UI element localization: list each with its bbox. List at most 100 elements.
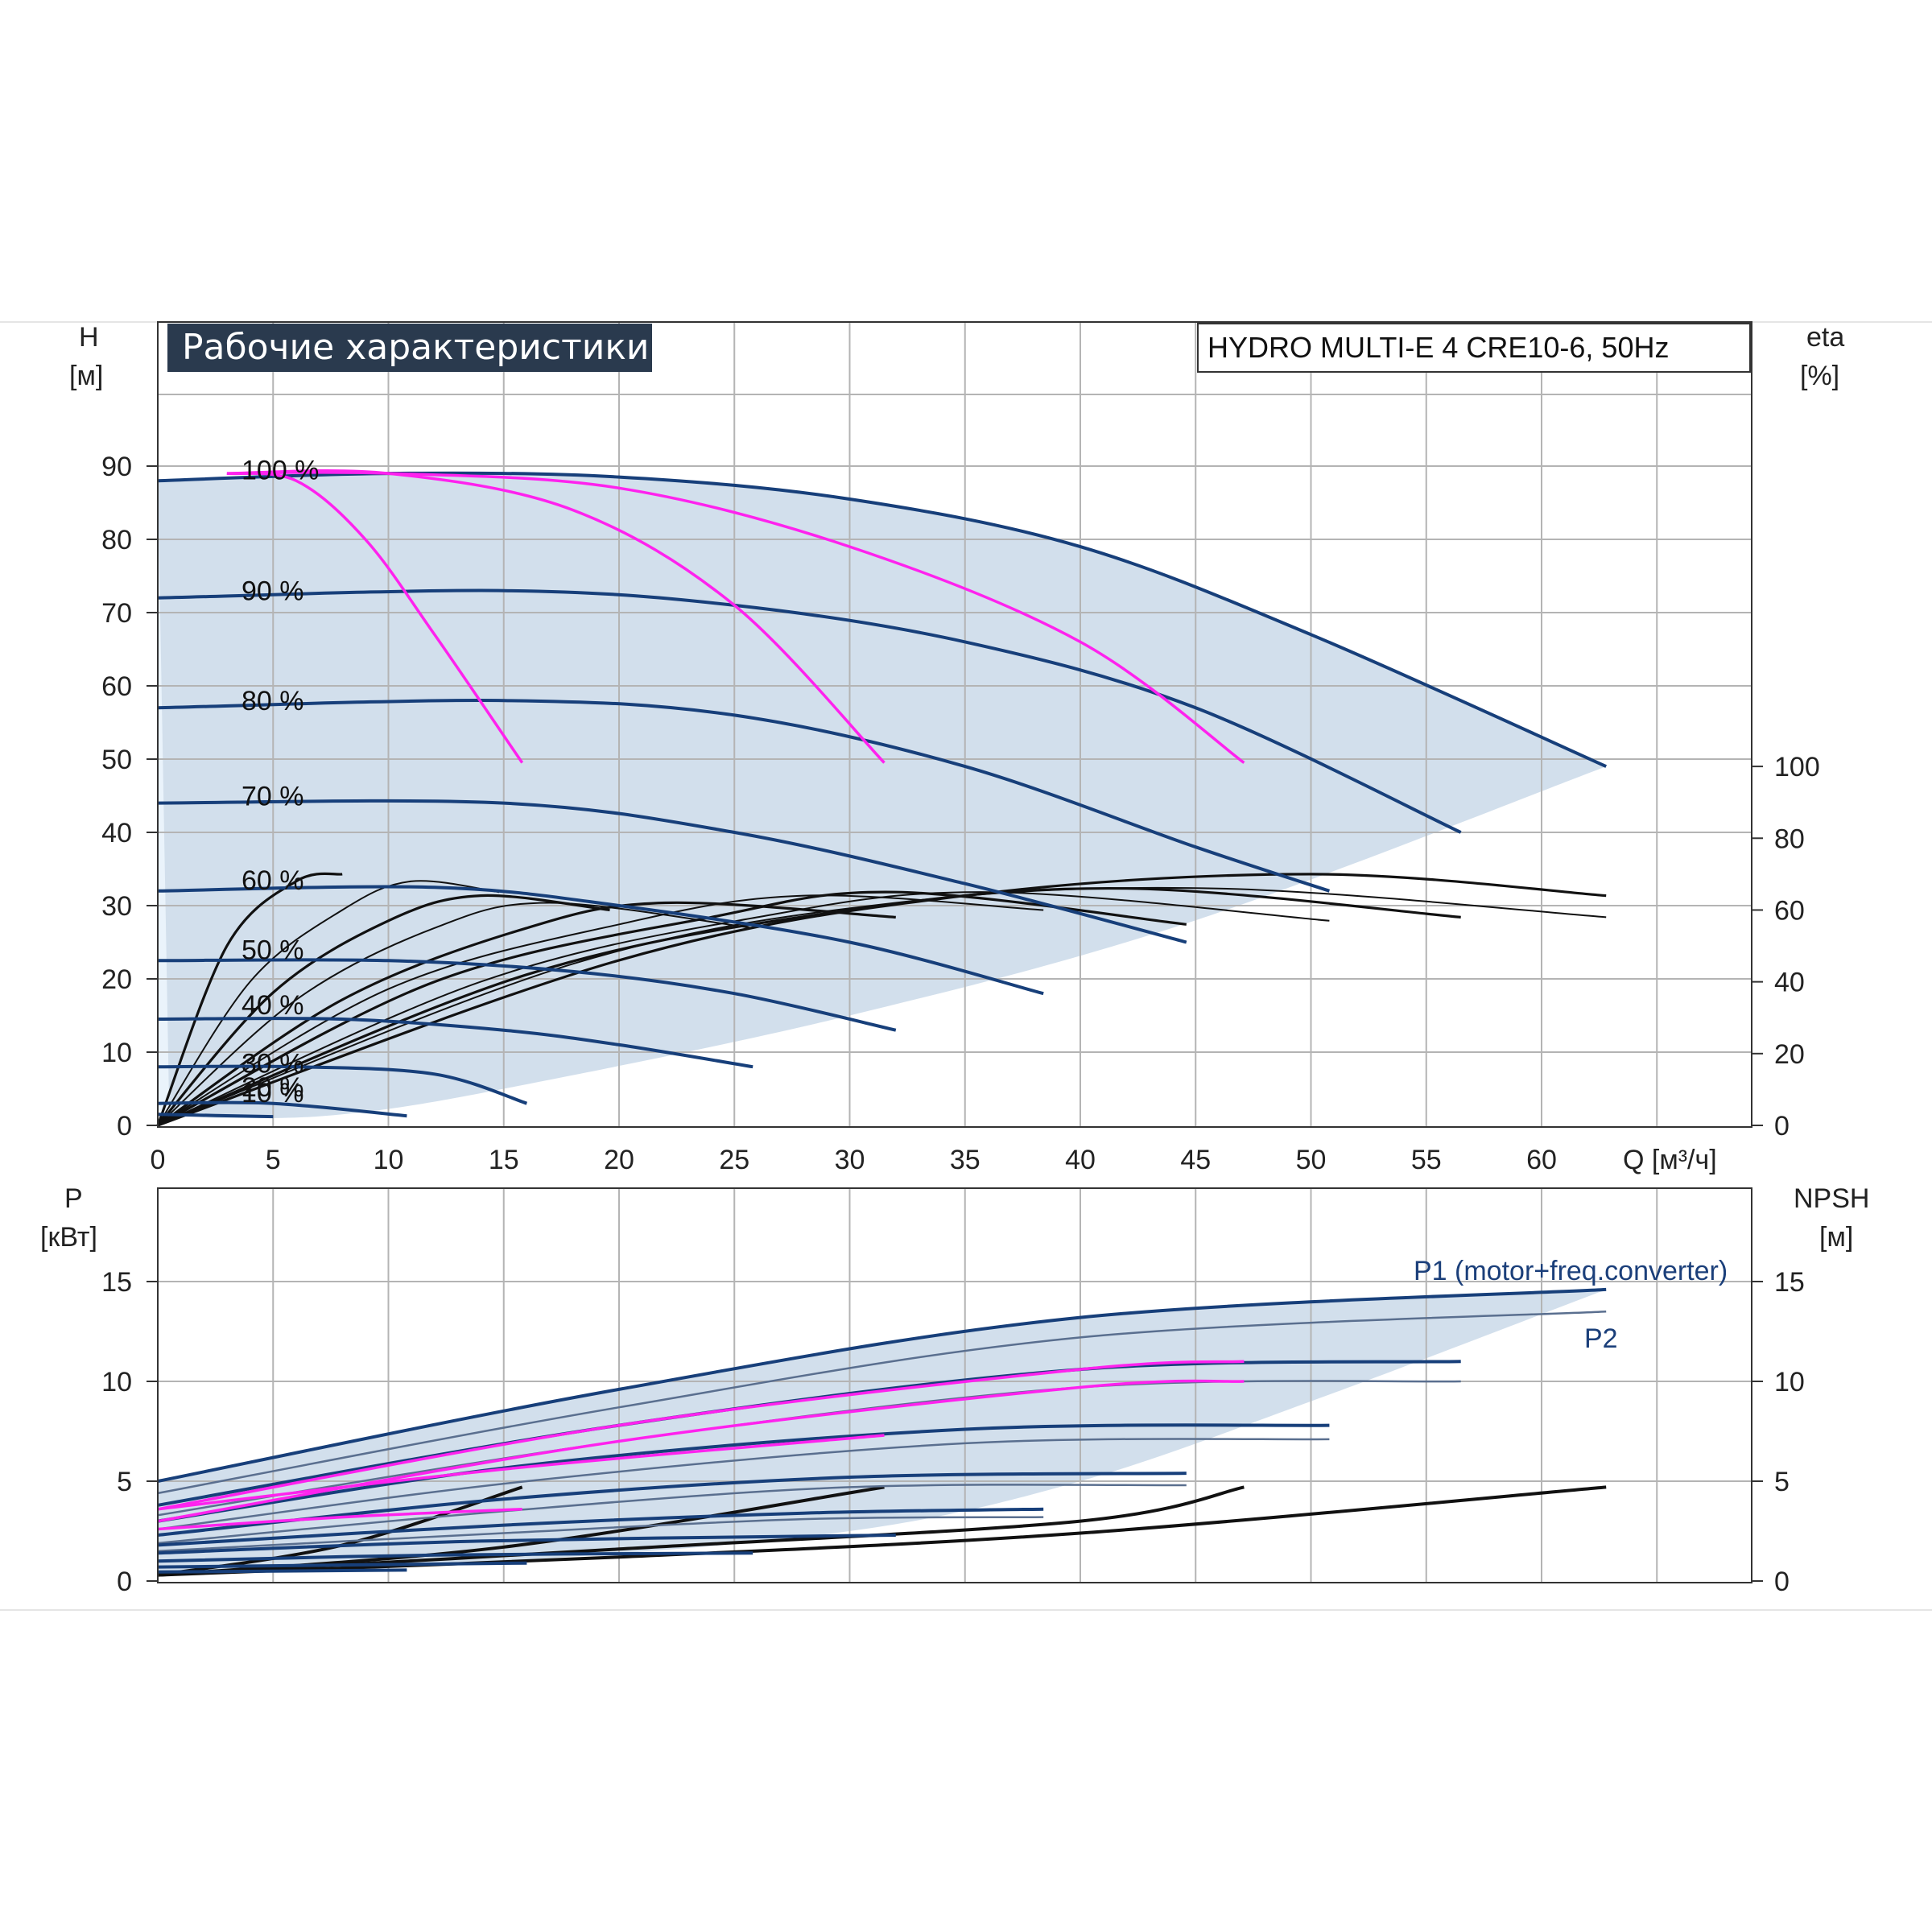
q-tick-label: 55 <box>1411 1145 1442 1175</box>
p1-series-label: P1 (motor+freq.converter) <box>1414 1256 1728 1286</box>
eta-tick-label: 80 <box>1774 824 1805 854</box>
qh-curve <box>157 1017 753 1069</box>
qh-curve <box>157 1064 528 1105</box>
h-tick-label: 90 <box>101 452 132 482</box>
p2-curve <box>157 1310 1607 1495</box>
efficiency-curve <box>157 901 896 1127</box>
p-tick-label: 5 <box>117 1467 132 1497</box>
eta-axis-title-line2: [%] <box>1800 361 1839 391</box>
efficiency-curve <box>157 886 1607 1126</box>
efficiency-curve <box>157 873 1607 1127</box>
operating-area <box>158 473 1607 1119</box>
p1-curve <box>157 1568 407 1574</box>
q-tick-label: 10 <box>374 1145 404 1175</box>
efficiency-curve <box>157 894 1044 1126</box>
q-tick-label: 0 <box>151 1145 166 1175</box>
qh-plot-frame <box>157 321 1752 1128</box>
p2-series-label: P2 <box>1584 1323 1618 1354</box>
system-power-curve <box>157 1507 522 1531</box>
p-axis-title-line1: P <box>64 1183 83 1214</box>
q-tick-label: 45 <box>1180 1145 1211 1175</box>
p-tick-label: 10 <box>101 1367 132 1397</box>
speed-label: 70 % <box>242 782 304 812</box>
system-curve <box>226 471 1245 764</box>
h-tick-label: 70 <box>101 598 132 629</box>
q-tick-label: 30 <box>835 1145 865 1175</box>
q-tick-label: 5 <box>266 1145 281 1175</box>
speed-labels: 100 % 90 % 80 % 70 % 60 % 50 % 40 % 30 %20 %10 … <box>242 456 319 1109</box>
power-tick-labels: 0 5 10 15 0 5 10 15 <box>101 1267 1805 1597</box>
system-power-curve <box>157 1434 885 1511</box>
npsh-tick-label: 5 <box>1774 1467 1790 1497</box>
q-tick-label: 60 <box>1526 1145 1557 1175</box>
p1-curve <box>157 1507 1044 1547</box>
p2-curve <box>157 1484 1187 1545</box>
qh-curve <box>157 1113 274 1119</box>
speed-label: 50 % <box>242 935 304 966</box>
h-tick-label: 20 <box>101 964 132 995</box>
system-curve <box>226 472 524 764</box>
q-tick-label: 35 <box>950 1145 980 1175</box>
q-tick-label: 40 <box>1065 1145 1096 1175</box>
h-axis-title-line1: H <box>79 322 99 353</box>
h-tick-label: 0 <box>117 1111 132 1141</box>
npsh-axis-title-line2: [м] <box>1819 1222 1853 1253</box>
p-tick-label: 15 <box>101 1267 132 1298</box>
p-axis-title-line2: [кВт] <box>40 1222 97 1253</box>
h-tick-label: 30 <box>101 891 132 922</box>
system-power-curve <box>157 1379 1245 1523</box>
qh-curve <box>157 958 897 1032</box>
eta-tick-label: 60 <box>1774 895 1805 926</box>
qh-curve <box>157 799 1187 944</box>
system-curves <box>226 469 1245 764</box>
npsh-curve <box>157 1485 885 1577</box>
qh-curve <box>157 1100 407 1118</box>
npsh-curve <box>157 1485 1607 1577</box>
eta-tick-label: 20 <box>1774 1039 1805 1070</box>
qh-curve <box>157 699 1331 893</box>
speed-label: 90 % <box>242 576 304 607</box>
qh-chart: Рабочие характеристики HYDRO MULTI-E 4 C… <box>69 321 1844 1175</box>
eta-tick-label: 100 <box>1774 752 1820 782</box>
speed-label: 80 % <box>242 686 304 716</box>
p-tick-label: 0 <box>117 1567 132 1597</box>
p1-curve <box>157 1551 753 1563</box>
q-tick-label: 15 <box>489 1145 519 1175</box>
h-tick-label: 40 <box>101 818 132 848</box>
speed-label: 100 % <box>242 456 319 486</box>
speed-label: 10 % <box>242 1078 304 1108</box>
eta-axis-title-line1: eta <box>1806 322 1844 353</box>
efficiency-curve <box>157 891 1330 1126</box>
power-chart: P [кВт] NPSH [м] P1 (motor+freq.converte… <box>40 1183 1869 1597</box>
p2-curve <box>157 1438 1330 1530</box>
p2-curves <box>157 1310 1607 1553</box>
npsh-tick-label: 10 <box>1774 1367 1805 1397</box>
q-tick-label: 25 <box>719 1145 749 1175</box>
speed-label: 30 % <box>242 1049 304 1080</box>
qh-curve <box>157 588 1462 834</box>
h-tick-label: 60 <box>101 671 132 702</box>
npsh-axis-title-line1: NPSH <box>1794 1183 1869 1214</box>
speed-label: 60 % <box>242 865 304 896</box>
h-tick-label: 80 <box>101 525 132 555</box>
qh-curve <box>157 885 1044 996</box>
speed-label: 40 % <box>242 990 304 1021</box>
q-tick-label: 20 <box>604 1145 634 1175</box>
p1-curve <box>157 1561 527 1569</box>
h-tick-label: 50 <box>101 745 132 775</box>
eta-tick-label: 0 <box>1774 1111 1790 1141</box>
q-tick-label: 50 <box>1296 1145 1327 1175</box>
h-tick-label: 10 <box>101 1038 132 1068</box>
p1-curve <box>157 1423 1330 1523</box>
model-box <box>1197 323 1751 373</box>
eta-tick-label: 40 <box>1774 968 1805 998</box>
speed-label: 20 % <box>242 1072 304 1103</box>
system-curve <box>226 469 886 764</box>
power-area <box>158 1289 1607 1575</box>
qh-curves <box>157 471 1608 1119</box>
efficiency-curve <box>156 894 610 1127</box>
efficiency-curve <box>157 902 753 1126</box>
system-power-curves <box>157 1360 1245 1531</box>
q-axis-title: Q [м³/ч] <box>1623 1145 1717 1175</box>
